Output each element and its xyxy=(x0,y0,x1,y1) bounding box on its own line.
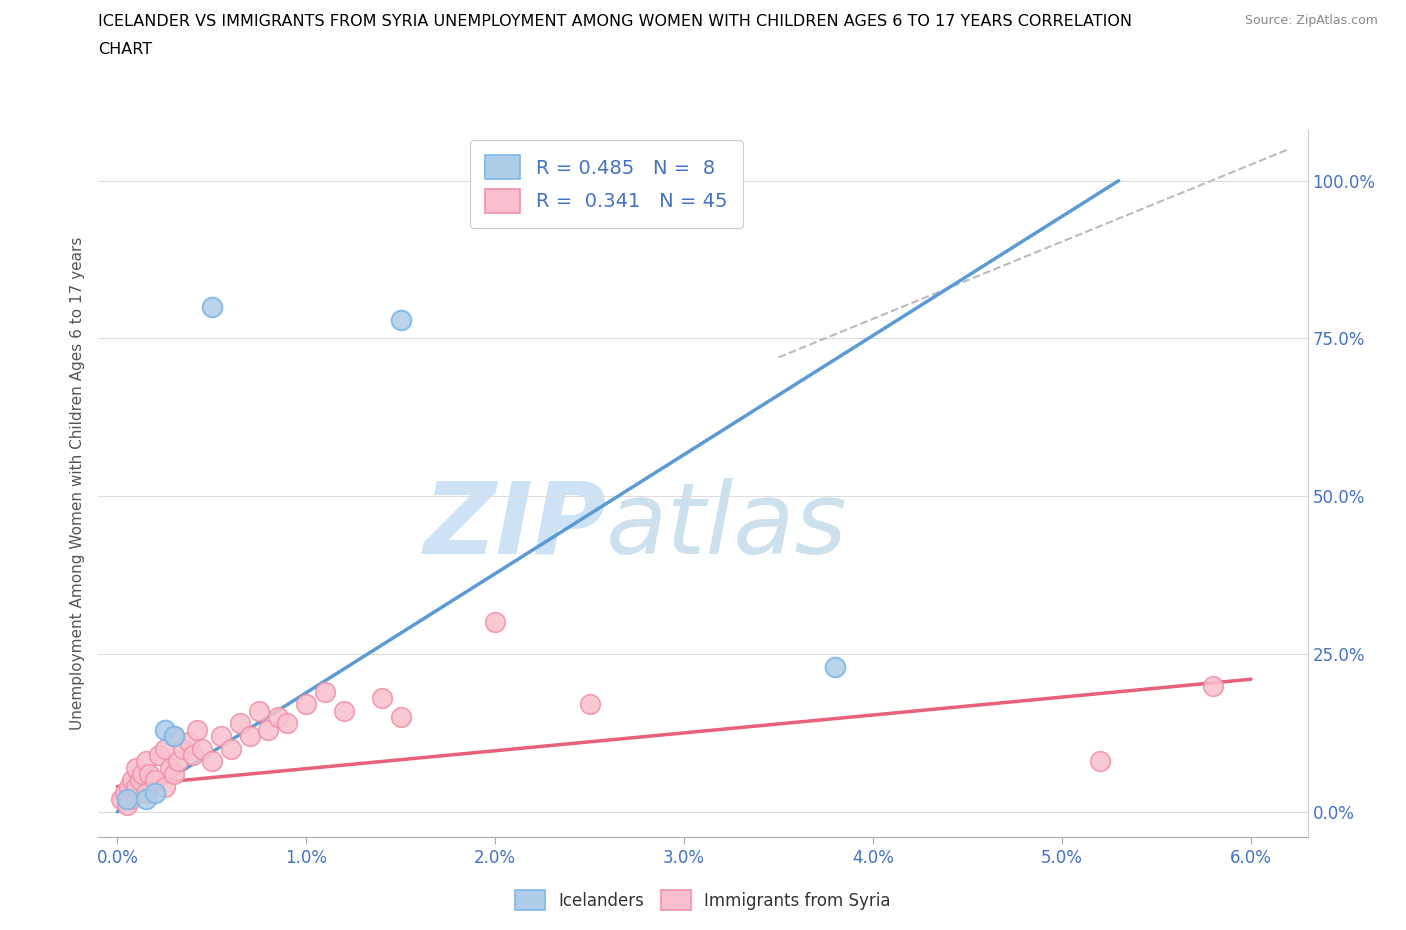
Point xyxy=(239,728,262,743)
Point xyxy=(159,760,181,775)
Point xyxy=(110,791,132,806)
Point xyxy=(138,766,160,781)
Point xyxy=(229,716,252,731)
Point xyxy=(124,785,146,800)
Point xyxy=(143,773,166,788)
Point xyxy=(125,779,148,794)
Point xyxy=(135,754,157,769)
Point xyxy=(131,766,153,781)
Point xyxy=(276,716,298,731)
Point xyxy=(578,698,600,712)
Point xyxy=(295,698,318,712)
Text: Source: ZipAtlas.com: Source: ZipAtlas.com xyxy=(1244,14,1378,27)
Point xyxy=(333,703,356,718)
Point xyxy=(209,728,232,743)
Point xyxy=(389,710,412,724)
Point xyxy=(148,748,170,763)
Point xyxy=(247,703,270,718)
Point xyxy=(135,791,157,806)
Point xyxy=(1202,678,1225,693)
Point xyxy=(163,766,186,781)
Point xyxy=(186,723,208,737)
Point xyxy=(201,299,224,314)
Point xyxy=(153,779,176,794)
Point xyxy=(120,791,142,806)
Point xyxy=(129,773,152,788)
Point xyxy=(135,785,157,800)
Y-axis label: Unemployment Among Women with Children Ages 6 to 17 years: Unemployment Among Women with Children A… xyxy=(69,237,84,730)
Point xyxy=(191,741,214,756)
Point xyxy=(121,773,143,788)
Text: ICELANDER VS IMMIGRANTS FROM SYRIA UNEMPLOYMENT AMONG WOMEN WITH CHILDREN AGES 6: ICELANDER VS IMMIGRANTS FROM SYRIA UNEMP… xyxy=(98,14,1132,29)
Point xyxy=(125,760,148,775)
Point xyxy=(179,735,201,750)
Text: ZIP: ZIP xyxy=(423,477,606,575)
Point xyxy=(219,741,242,756)
Point xyxy=(172,741,194,756)
Point xyxy=(314,684,336,699)
Point xyxy=(114,785,136,800)
Point xyxy=(484,615,506,630)
Point xyxy=(201,754,224,769)
Point xyxy=(166,754,188,769)
Point xyxy=(163,728,186,743)
Point xyxy=(371,691,394,706)
Legend: Icelanders, Immigrants from Syria: Icelanders, Immigrants from Syria xyxy=(509,884,897,917)
Point xyxy=(153,741,176,756)
Point xyxy=(115,798,138,813)
Point xyxy=(181,748,204,763)
Point xyxy=(153,723,176,737)
Point xyxy=(118,779,141,794)
Point xyxy=(143,785,166,800)
Point xyxy=(267,710,290,724)
Legend: R = 0.485   N =  8, R =  0.341   N = 45: R = 0.485 N = 8, R = 0.341 N = 45 xyxy=(470,140,742,228)
Point xyxy=(257,723,280,737)
Point xyxy=(824,659,846,674)
Text: atlas: atlas xyxy=(606,477,848,575)
Point xyxy=(163,728,186,743)
Text: CHART: CHART xyxy=(98,42,152,57)
Point xyxy=(1088,754,1111,769)
Point xyxy=(115,791,138,806)
Point xyxy=(389,312,412,327)
